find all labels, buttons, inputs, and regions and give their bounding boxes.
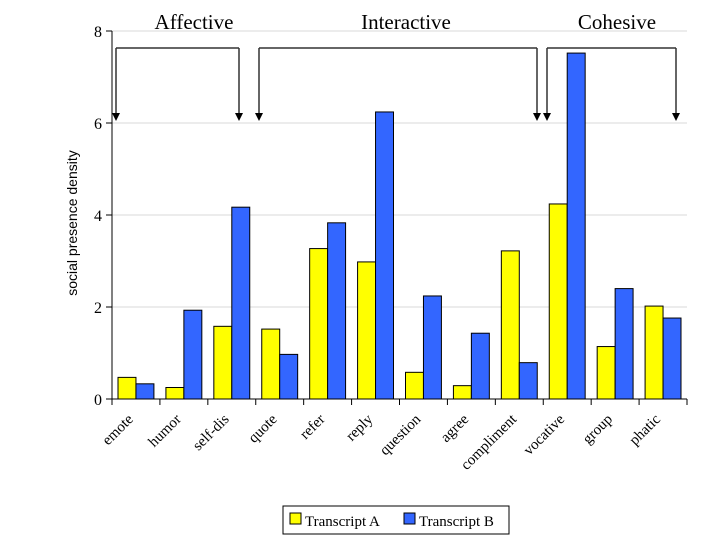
bar-transcript-b-question [422, 295, 442, 400]
legend-box [282, 505, 510, 535]
legend-swatch-transcript-b [403, 512, 416, 525]
bar-transcript-b-compliment [518, 362, 538, 400]
x-tick-label-agree: agree [438, 411, 473, 446]
gridlines [112, 30, 687, 308]
bar-transcript-b-self-dis [231, 206, 251, 400]
bar-transcript-a-humor [165, 387, 185, 400]
y-tick-label-6: 6 [94, 116, 102, 133]
x-ticks: emote humor self-dis quote refer reply questio… [100, 399, 688, 473]
bar-transcript-b-phatic [662, 317, 682, 400]
bar-transcript-a-refer [309, 248, 329, 400]
group-affective-title: Affective [155, 10, 234, 34]
legend-label-transcript-b: Transcript B [419, 514, 494, 530]
y-tick-label-8: 8 [94, 24, 102, 41]
group-brackets: Affective Interactive Cohesive [112, 10, 680, 121]
bar-transcript-a-quote [261, 328, 281, 400]
group-cohesive-title: Cohesive [578, 10, 656, 34]
bar-transcript-a-self-dis [213, 325, 233, 400]
bar-transcript-a-question [405, 371, 424, 400]
group-affective-arrow-right-head [235, 113, 243, 121]
y-tick-label-2: 2 [94, 300, 102, 317]
x-tick-label-question: question [377, 411, 425, 459]
x-tick-label-quote: quote [246, 411, 281, 446]
x-tick-label-emote: emote [100, 411, 137, 448]
bar-transcript-a-group [596, 346, 616, 400]
bar-transcript-a-reply [357, 261, 377, 400]
bar-transcript-b-group [614, 288, 634, 400]
bar-transcript-a-vocative [548, 203, 568, 400]
y-ticks: 0 2 4 6 8 [94, 24, 112, 409]
group-cohesive-arrow-left-head [543, 113, 551, 121]
bar-transcript-b-agree [470, 332, 490, 400]
group-interactive-arrow-right-head [533, 113, 541, 121]
x-tick-label-humor: humor [146, 412, 185, 451]
bar-transcript-b-reply [375, 111, 394, 400]
y-tick-label-0: 0 [94, 392, 102, 409]
x-tick-label-reply: reply [343, 411, 376, 444]
x-tick-label-vocative: vocative [521, 411, 568, 458]
bar-transcript-b-quote [279, 353, 299, 400]
bar-transcript-a-agree [452, 385, 472, 400]
bar-transcript-b-emote [135, 383, 155, 400]
group-interactive-title: Interactive [361, 10, 451, 34]
x-tick-label-refer: refer [297, 412, 328, 443]
x-tick-label-group: group [580, 412, 616, 448]
bar-transcript-a-phatic [644, 305, 664, 400]
group-cohesive-arrow-right-head [672, 113, 680, 121]
group-affective-arrow-left-head [112, 113, 120, 121]
legend: Transcript A Transcript B [282, 505, 510, 535]
x-tick-label-self-dis: self-dis [190, 411, 233, 454]
y-tick-label-4: 4 [94, 208, 102, 225]
bar-transcript-b-vocative [566, 52, 586, 400]
bar-transcript-a-emote [117, 376, 137, 400]
group-interactive-arrow-left-head [255, 113, 263, 121]
legend-swatch-transcript-a [289, 512, 302, 525]
bar-transcript-b-humor [183, 309, 203, 400]
x-tick-label-phatic: phatic [627, 411, 664, 448]
legend-label-transcript-a: Transcript A [305, 514, 380, 530]
bar-transcript-b-refer [327, 222, 347, 400]
bar-transcript-a-compliment [500, 250, 520, 400]
y-axis-title: social presence density [64, 150, 80, 296]
bars [117, 52, 682, 400]
